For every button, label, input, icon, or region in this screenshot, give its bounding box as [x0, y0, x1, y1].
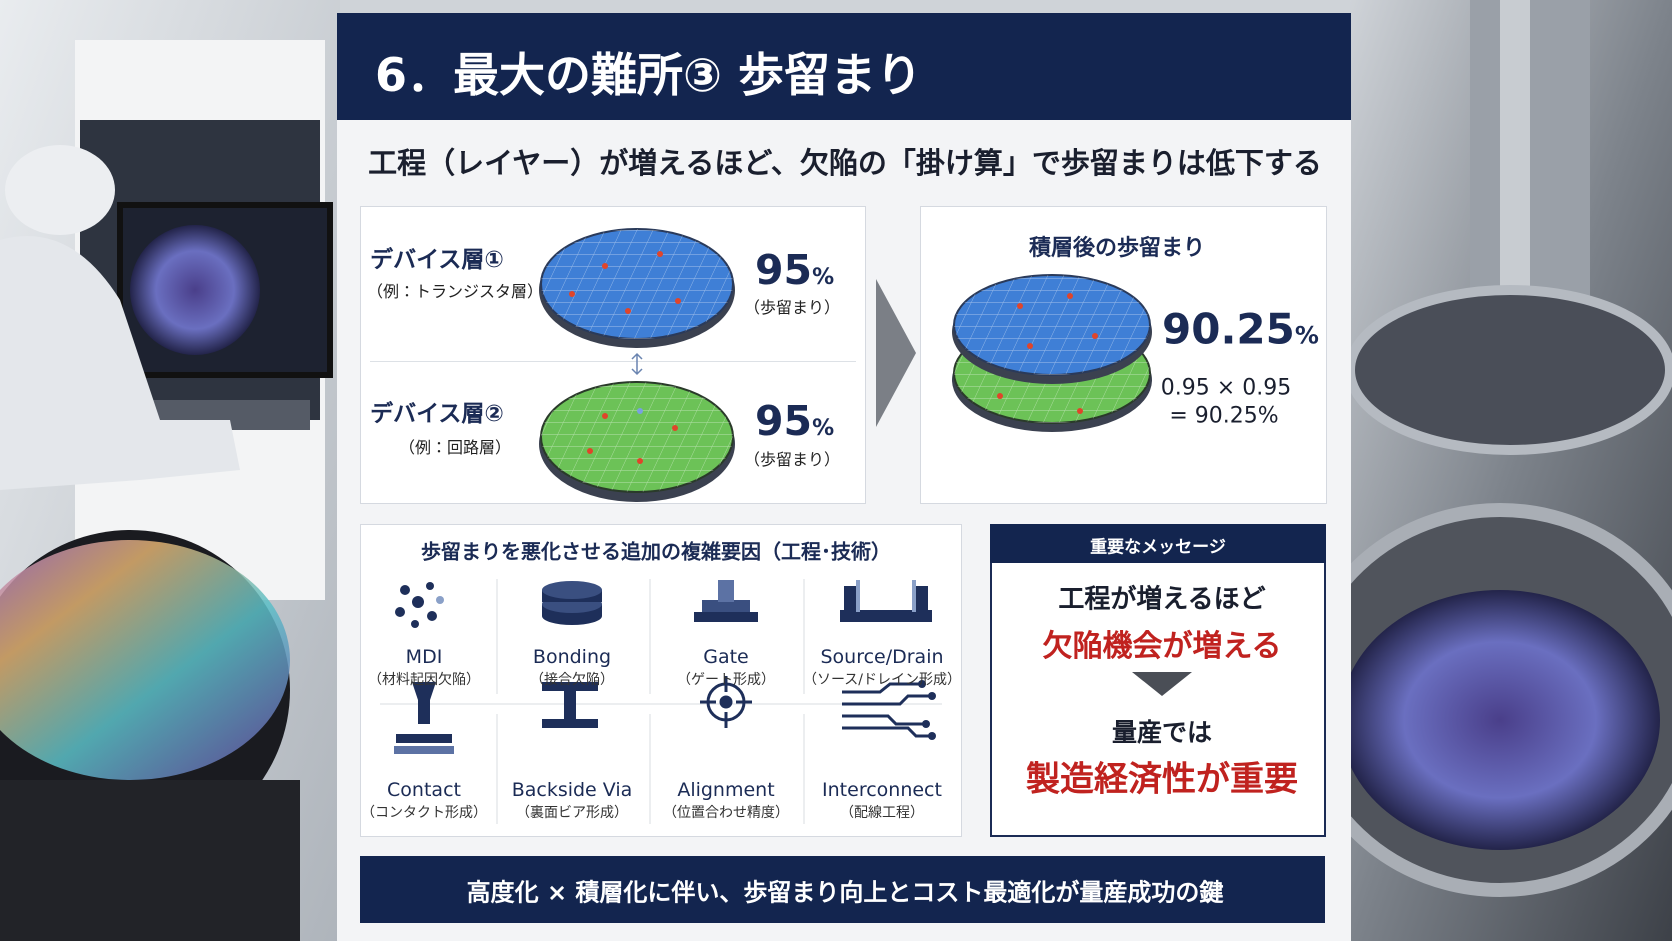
factor-sub: （材料起因欠陥）: [368, 672, 480, 688]
factor-name: Backside Via: [511, 779, 633, 801]
factor-sub: （裏面ビア形成）: [516, 805, 628, 821]
factor-name: Source/Drain: [820, 646, 944, 668]
footer-bar: [360, 856, 1325, 923]
factor-sub: （ゲート形成）: [677, 672, 775, 688]
stacked-wafers: [952, 274, 1152, 432]
factor-name: Bonding: [532, 646, 612, 668]
factor-icons: [380, 579, 942, 824]
factor-name: Interconnect: [822, 779, 942, 801]
factor-name: Gate: [703, 646, 749, 668]
title: 6．最大の難所③ 歩留まり: [375, 48, 922, 102]
layer-name: デバイス層①: [370, 247, 504, 273]
yield-unit: %: [812, 416, 835, 441]
factor-sub: （位置合わせ精度）: [663, 805, 789, 821]
yield-caption: （歩留まり）: [743, 450, 841, 469]
factors-title: 歩留まりを悪化させる追加の複雑要因（工程･技術）: [421, 539, 891, 564]
formula: = 90.25%: [1169, 403, 1279, 429]
header-bar: [337, 13, 1351, 120]
message-heading: 重要なメッセージ: [1090, 537, 1226, 558]
yield-caption: （歩留まり）: [743, 298, 841, 317]
message-line: 量産では: [1111, 718, 1213, 747]
formula: 0.95 × 0.95: [1160, 375, 1292, 401]
layer-yield: 95%: [755, 397, 834, 445]
factor-sub: （コンタクト形成）: [361, 805, 487, 821]
yield-unit: %: [812, 265, 835, 290]
layer-wafers: [539, 228, 735, 502]
factor-sub: （ソース/ドレイン形成）: [802, 672, 962, 688]
layer-example: （例：回路層）: [398, 438, 512, 457]
result-title: 積層後の歩留まり: [1028, 236, 1206, 261]
layer-name: デバイス層②: [370, 401, 504, 427]
chevron: [876, 279, 916, 427]
factors-box: [360, 524, 962, 837]
message-header: [990, 524, 1326, 563]
footer-text: 高度化 × 積層化に伴い、歩留まり向上とコスト最適化が量産成功の鍵: [466, 878, 1224, 907]
result-yield: 90.25%: [1162, 305, 1319, 354]
factor-sub: （接合欠陥）: [530, 672, 614, 688]
subtitle: 工程（レイヤー）が増えるほど、欠陥の「掛け算」で歩留まりは低下する: [368, 146, 1322, 180]
yield-value: 95: [755, 397, 813, 445]
yield-value: 95: [755, 246, 813, 294]
layer-example: （例：トランジスタ層）: [366, 282, 544, 301]
divider: [370, 361, 856, 362]
message-line: 欠陥機会が増える: [1042, 629, 1282, 664]
factor-name: MDI: [405, 646, 443, 668]
factor-sub: （配線工程）: [840, 805, 924, 821]
factor-name: Contact: [387, 779, 461, 801]
layer-yield: 95%: [755, 246, 834, 294]
down-triangle: [1132, 672, 1192, 696]
result-value: 90.25: [1162, 304, 1295, 354]
factor-name: Alignment: [677, 779, 775, 801]
message-line: 製造経済性が重要: [1026, 759, 1298, 800]
message-line: 工程が増えるほど: [1058, 584, 1266, 615]
result-unit: %: [1294, 321, 1319, 350]
